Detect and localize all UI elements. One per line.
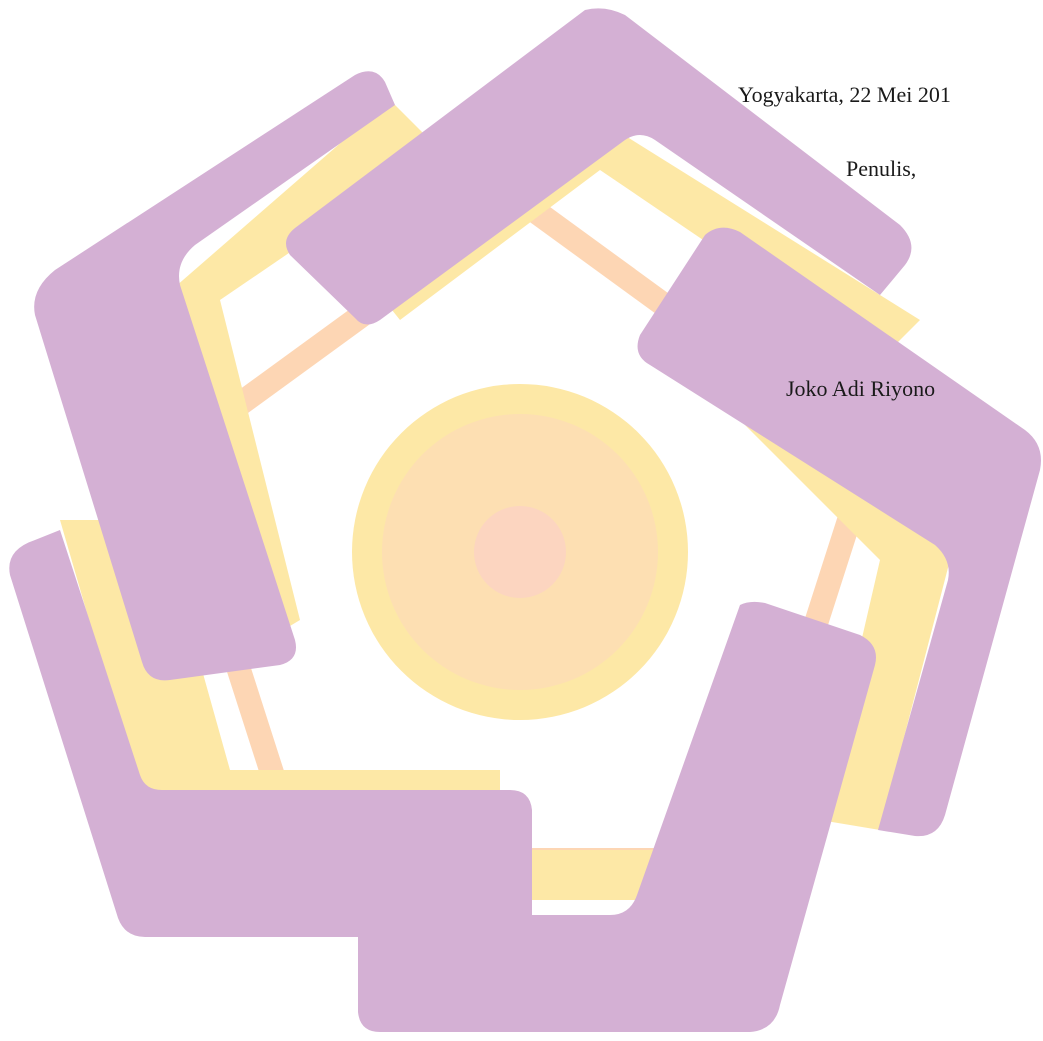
- logo-center-emblem: [352, 384, 688, 720]
- place-and-date: Yogyakarta, 22 Mei 201: [738, 82, 951, 107]
- logo-purple-shape-bottom-left: [9, 530, 533, 937]
- logo-purple-shape-left: [34, 71, 396, 681]
- closing-salutation: Penulis,: [846, 156, 917, 181]
- logo-purple-shape-top: [286, 8, 912, 325]
- author-name: Joko Adi Riyono: [786, 376, 936, 401]
- logo-purple-shape-bottom: [358, 601, 876, 1032]
- logo-purple-shape-right: [637, 227, 1041, 837]
